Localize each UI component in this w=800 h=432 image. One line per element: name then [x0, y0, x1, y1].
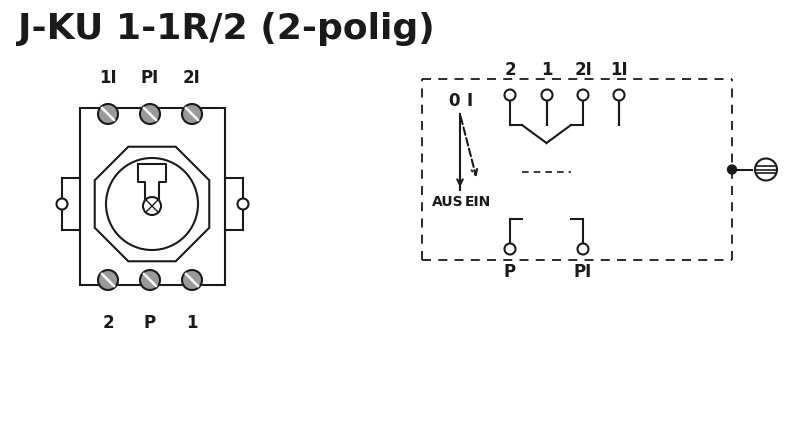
Text: AUS: AUS [432, 195, 464, 209]
Circle shape [98, 270, 118, 290]
Circle shape [505, 89, 515, 101]
Text: 2: 2 [102, 314, 114, 332]
Text: J-KU 1-1R/2 (2-polig): J-KU 1-1R/2 (2-polig) [18, 12, 434, 46]
Text: 0: 0 [448, 92, 460, 110]
Circle shape [140, 270, 160, 290]
Circle shape [542, 89, 553, 101]
Circle shape [106, 158, 198, 250]
Circle shape [238, 198, 249, 210]
Text: 1: 1 [542, 61, 553, 79]
Circle shape [727, 165, 737, 174]
Circle shape [614, 89, 625, 101]
Text: PI: PI [574, 263, 592, 281]
Text: I: I [467, 92, 473, 110]
Circle shape [57, 198, 67, 210]
Text: 2I: 2I [574, 61, 592, 79]
Circle shape [98, 104, 118, 124]
Circle shape [505, 244, 515, 254]
Circle shape [140, 104, 160, 124]
Text: P: P [504, 263, 516, 281]
Circle shape [143, 197, 161, 215]
Text: 1I: 1I [99, 69, 117, 87]
Circle shape [755, 159, 777, 181]
Circle shape [578, 244, 589, 254]
Text: 1: 1 [186, 314, 198, 332]
Text: 2: 2 [504, 61, 516, 79]
Text: 1I: 1I [610, 61, 628, 79]
Text: EIN: EIN [465, 195, 491, 209]
Polygon shape [94, 147, 210, 261]
Text: 2I: 2I [183, 69, 201, 87]
Text: PI: PI [141, 69, 159, 87]
Circle shape [578, 89, 589, 101]
Circle shape [182, 104, 202, 124]
Text: P: P [144, 314, 156, 332]
Circle shape [182, 270, 202, 290]
Bar [80, 108, 225, 285]
